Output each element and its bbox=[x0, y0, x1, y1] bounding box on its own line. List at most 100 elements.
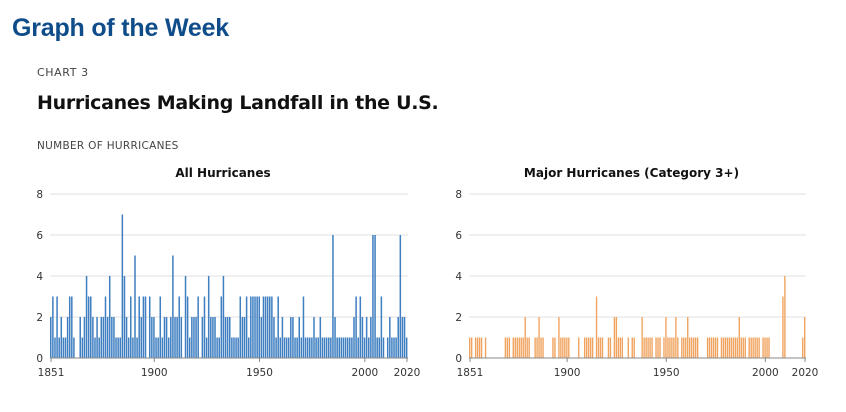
all-bar-1954 bbox=[266, 296, 269, 358]
major-bar-1909 bbox=[583, 337, 586, 358]
major-bar-1976 bbox=[716, 337, 719, 358]
all-bar-1892 bbox=[136, 337, 138, 358]
major-bar-2019 bbox=[802, 337, 804, 358]
all-bar-1879 bbox=[108, 276, 111, 358]
all-bar-1986 bbox=[334, 317, 336, 358]
all-x-tick-1851: 1851 bbox=[38, 367, 65, 379]
all-bar-1976 bbox=[313, 317, 315, 358]
all-bar-1923 bbox=[201, 317, 204, 358]
all-bar-1964 bbox=[287, 337, 290, 358]
major-bar-1996 bbox=[756, 337, 758, 358]
major-bar-1921 bbox=[607, 337, 610, 358]
major-bar-1893 bbox=[552, 337, 554, 358]
major-bar-1880 bbox=[526, 337, 528, 358]
all-bar-1981 bbox=[323, 337, 326, 358]
chart-kicker: CHART 3 bbox=[37, 66, 89, 79]
all-bar-1877 bbox=[104, 296, 107, 358]
all-bar-1955 bbox=[269, 296, 271, 358]
all-bar-1915 bbox=[184, 276, 187, 358]
major-bar-1913 bbox=[591, 337, 594, 358]
major-bar-1870 bbox=[506, 337, 509, 358]
all-bar-1974 bbox=[309, 337, 311, 358]
major-bar-2002 bbox=[768, 337, 770, 358]
all-bar-1861 bbox=[71, 296, 73, 358]
all-bar-1927 bbox=[210, 317, 212, 358]
major-bar-1934 bbox=[633, 337, 635, 358]
major-bar-1987 bbox=[738, 317, 740, 358]
major-bar-1947 bbox=[659, 337, 661, 358]
all-bar-2014 bbox=[393, 337, 395, 358]
major-bar-1886 bbox=[538, 317, 540, 358]
all-bar-1998 bbox=[359, 296, 362, 358]
all-bar-1978 bbox=[317, 337, 319, 358]
major-bar-1971 bbox=[706, 337, 709, 358]
major-bar-1946 bbox=[657, 337, 659, 358]
all-bar-1871 bbox=[92, 317, 94, 358]
all-bar-1958 bbox=[275, 337, 277, 358]
major-bar-2001 bbox=[766, 337, 768, 358]
all-bar-2017 bbox=[399, 235, 402, 358]
all-bar-1905 bbox=[163, 317, 166, 358]
major-bar-1856 bbox=[478, 337, 481, 358]
major-bar-1869 bbox=[504, 337, 507, 358]
major-bar-1942 bbox=[649, 337, 651, 358]
all-bar-1991 bbox=[344, 337, 347, 358]
major-bar-1875 bbox=[516, 337, 518, 358]
major-bar-1933 bbox=[631, 337, 633, 358]
all-bar-1938 bbox=[233, 337, 235, 358]
all-bar-2012 bbox=[389, 317, 391, 358]
major-bar-1964 bbox=[693, 337, 695, 358]
major-bar-1951 bbox=[667, 337, 669, 358]
chart-title: Hurricanes Making Landfall in the U.S. bbox=[37, 92, 439, 114]
major-bar-1950 bbox=[665, 317, 667, 358]
major-bar-1959 bbox=[683, 337, 685, 358]
all-y-tick-4: 4 bbox=[36, 271, 43, 283]
major-bar-1855 bbox=[476, 337, 479, 358]
all-bar-1950 bbox=[258, 296, 260, 358]
all-bar-1968 bbox=[296, 337, 298, 358]
all-bar-1913 bbox=[180, 317, 183, 358]
all-bar-1873 bbox=[96, 317, 98, 358]
major-bar-1926 bbox=[617, 337, 620, 358]
all-bar-1856 bbox=[60, 317, 63, 358]
major-y-tick-4: 4 bbox=[455, 271, 462, 283]
all-bar-1999 bbox=[361, 317, 364, 358]
major-bar-1985 bbox=[734, 337, 737, 358]
major-bar-1986 bbox=[736, 337, 738, 358]
all-bar-1878 bbox=[106, 317, 109, 358]
all-bar-1909 bbox=[172, 255, 174, 358]
major-bar-1979 bbox=[722, 337, 725, 358]
major-bar-1900 bbox=[566, 337, 568, 358]
major-bar-1945 bbox=[655, 337, 657, 358]
all-bar-1906 bbox=[165, 317, 168, 358]
all-bar-1920 bbox=[195, 317, 197, 358]
major-bar-2009 bbox=[782, 296, 784, 358]
all-bar-1876 bbox=[102, 317, 105, 358]
major-bar-1925 bbox=[615, 317, 618, 358]
all-bar-1940 bbox=[237, 337, 239, 358]
all-bar-1869 bbox=[87, 296, 90, 358]
all-bar-1928 bbox=[212, 317, 214, 358]
all-bar-1932 bbox=[220, 296, 223, 358]
all-bar-1983 bbox=[327, 337, 330, 358]
all-bar-2019 bbox=[403, 317, 406, 358]
all-bar-1952 bbox=[262, 296, 265, 358]
major-bar-1958 bbox=[681, 337, 683, 358]
all-bar-1963 bbox=[285, 337, 288, 358]
all-bar-1894 bbox=[140, 317, 143, 358]
all-bar-1982 bbox=[325, 337, 328, 358]
all-bar-2002 bbox=[367, 337, 370, 358]
all-y-tick-0: 0 bbox=[36, 353, 43, 365]
all-bar-1937 bbox=[231, 337, 233, 358]
all-bar-2009 bbox=[382, 337, 385, 358]
all-bar-1893 bbox=[138, 296, 140, 358]
all-bar-1997 bbox=[357, 337, 359, 358]
major-bar-1931 bbox=[627, 337, 629, 358]
all-bar-1919 bbox=[193, 317, 195, 358]
major-bar-1972 bbox=[708, 337, 711, 358]
major-bar-1963 bbox=[691, 337, 693, 358]
all-bar-1911 bbox=[176, 317, 178, 358]
all-bar-1944 bbox=[245, 296, 248, 358]
all-bar-1859 bbox=[66, 317, 69, 358]
all-bar-1888 bbox=[127, 337, 130, 358]
